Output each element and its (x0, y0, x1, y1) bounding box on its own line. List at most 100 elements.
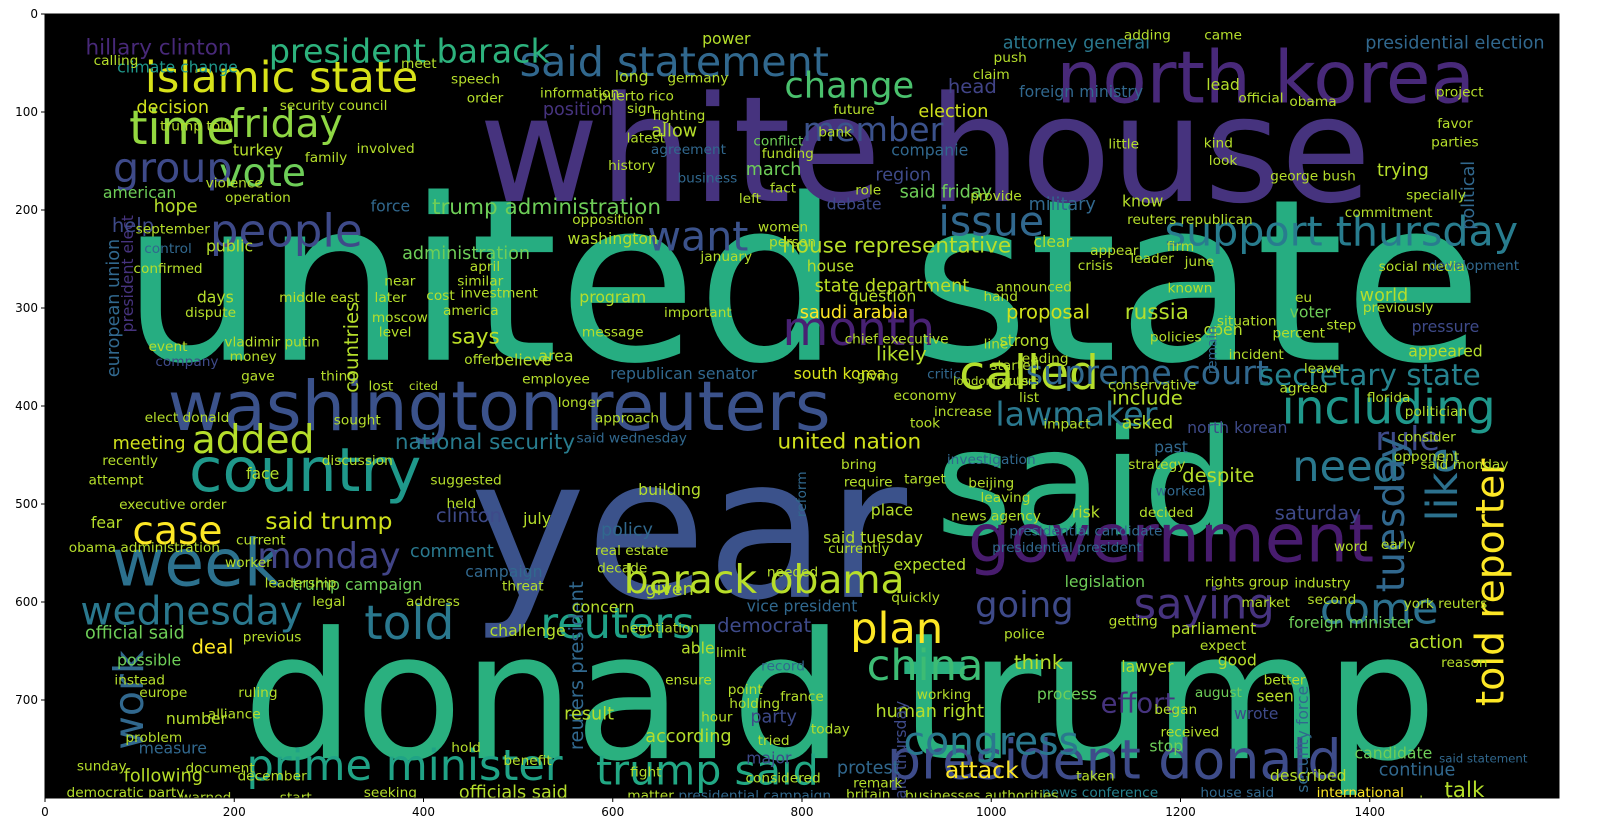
word-washington: washington (568, 229, 658, 248)
word-instead: instead (114, 672, 165, 688)
word-area: area (538, 347, 573, 366)
word-policies: policies (1150, 329, 1202, 345)
word-foreign-minister: foreign minister (1289, 613, 1414, 632)
word-wrote: wrote (1234, 704, 1278, 723)
word-puerto-rico: puerto rico (599, 88, 674, 104)
word-reuters-president: reuters president (565, 581, 588, 750)
word-voter: voter (1290, 302, 1332, 321)
x-tick-label: 0 (41, 805, 49, 819)
word-politician: politician (1405, 404, 1467, 420)
word-region: region (875, 166, 931, 186)
word-said-statement: said statement (1439, 751, 1528, 765)
word-head: head (948, 75, 997, 98)
word-government: government (968, 499, 1374, 577)
word-pressure: pressure (1412, 317, 1480, 336)
y-tick-label: 400 (15, 399, 38, 413)
word-real-estate: real estate (595, 543, 669, 559)
word-seen: seen (1256, 687, 1293, 706)
word-result: result (564, 705, 614, 725)
word-fight: fight (630, 765, 662, 781)
word-holding: holding (729, 696, 780, 712)
word-europe: europe (139, 685, 187, 701)
word-group: group (113, 144, 233, 192)
word-supreme-court: supreme court (1026, 353, 1269, 392)
word-clear: clear (1033, 232, 1072, 251)
y-tick-label: 600 (15, 595, 38, 609)
word-moscow: moscow (372, 310, 428, 326)
word-process: process (1037, 685, 1097, 704)
word-incident: incident (1229, 347, 1285, 363)
word-record: record (761, 659, 805, 675)
word-policy: policy (601, 520, 653, 540)
word-challenge: challenge (490, 621, 566, 640)
word-decided: decided (1139, 505, 1193, 521)
word-climate-change: climate change (117, 57, 238, 76)
word-vladimir-putin: vladimir putin (224, 334, 319, 350)
word-state-department: state department (815, 276, 970, 296)
word-leadership: leadership (265, 575, 337, 591)
word-company: company (155, 354, 218, 370)
word-concern: concern (572, 597, 635, 616)
word-ensure: ensure (665, 672, 712, 688)
word-left: left (739, 191, 762, 207)
word-face: face (246, 464, 279, 483)
word-came: came (1204, 28, 1242, 44)
word-discussion: discussion (322, 453, 393, 469)
word-stand: stand (1412, 793, 1450, 809)
word-worker: worker (225, 555, 272, 571)
word-january: january (699, 249, 752, 265)
word-saudi-arabia: saudi arabia (800, 303, 909, 323)
word-kind: kind (1204, 135, 1233, 151)
word-hope: hope (154, 197, 198, 217)
word-america: america (443, 303, 499, 319)
word-month: month (782, 302, 935, 357)
word-businesses-authorities: businesses authorities (905, 788, 1059, 804)
word-party: party (750, 708, 797, 728)
word-economy: economy (894, 388, 957, 404)
x-tick-label: 400 (412, 805, 435, 819)
word-lawmaker: lawmaker (995, 394, 1157, 433)
word-hour: hour (701, 710, 733, 726)
word-gave: gave (241, 369, 275, 385)
word-strategy: strategy (1128, 457, 1185, 473)
word-quickly: quickly (891, 590, 940, 606)
word-congress: congress (904, 720, 1079, 765)
word-member: member (803, 110, 944, 149)
word-told-reporter: told reporter (1468, 458, 1513, 706)
x-tick-label: 1400 (1354, 805, 1385, 819)
word-august: august (1195, 685, 1243, 701)
word-russia: russia (1125, 300, 1189, 325)
word-said-trump: said trump (265, 507, 392, 535)
word-despite: despite (1182, 464, 1254, 487)
x-tick-label: 1200 (1165, 805, 1196, 819)
word-lead: lead (1206, 75, 1240, 94)
word-president-donald: president donald (887, 728, 1342, 791)
word-program: program (579, 288, 646, 307)
word-hold: hold (451, 740, 481, 756)
word-opposition: opposition (572, 212, 643, 228)
word-building: building (638, 480, 701, 499)
word-important: important (664, 305, 732, 321)
word-development: development (1429, 258, 1520, 274)
word-presidential-election: presidential election (1365, 33, 1544, 53)
word-agreed: agreed (1279, 380, 1327, 396)
y-tick-label: 500 (15, 497, 38, 511)
word-attempt: attempt (88, 472, 144, 488)
word-bank: bank (818, 125, 852, 141)
word-international: international (1317, 785, 1404, 801)
word-longer: longer (558, 395, 602, 411)
word-middle-east: middle east (279, 290, 360, 306)
word-said-statement: said statement (520, 38, 829, 86)
word-claim: claim (973, 67, 1010, 83)
word-received: received (1161, 724, 1220, 740)
word-think: think (1014, 651, 1064, 674)
word-week: week (111, 526, 281, 601)
word-election: election (918, 102, 988, 122)
word-family: family (305, 150, 347, 166)
word-adding: adding (1124, 28, 1171, 44)
word-need: need (1292, 442, 1400, 492)
word-human-right: human right (875, 702, 984, 722)
word-favor: favor (1437, 116, 1473, 132)
word-march: march (746, 160, 802, 180)
word-american: american (103, 183, 176, 202)
